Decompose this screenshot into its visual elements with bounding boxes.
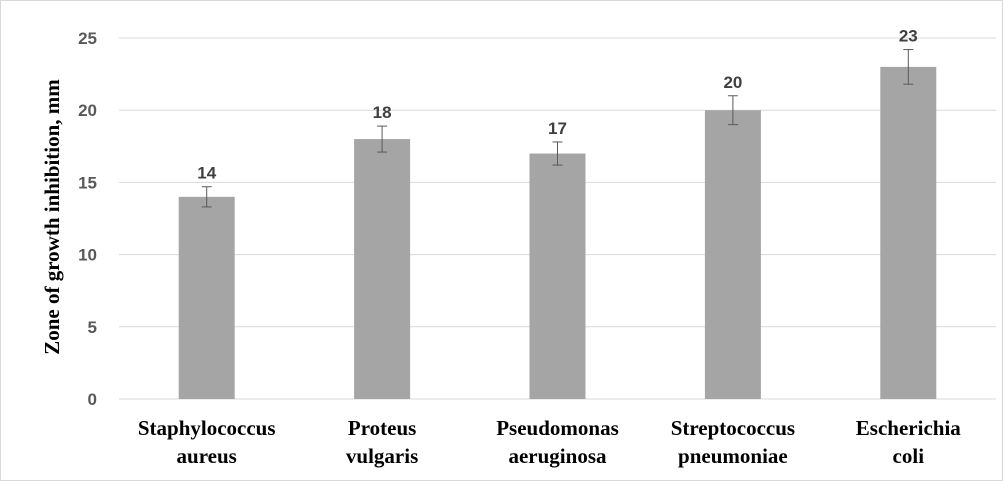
x-category-label: pneumoniae [678, 444, 788, 468]
y-tick-label: 0 [88, 390, 97, 409]
x-category-label: Escherichia [856, 416, 961, 440]
x-category-label: Proteus [348, 416, 416, 440]
bar [529, 153, 586, 399]
x-category-label: aureus [177, 444, 237, 468]
x-category-label: coli [893, 444, 925, 468]
x-category-label: Pseudomonas [496, 416, 619, 440]
error-bar [552, 141, 563, 166]
data-label: 23 [899, 27, 918, 46]
data-label: 17 [548, 119, 567, 138]
y-tick-label: 5 [88, 318, 97, 337]
y-tick-label: 15 [78, 173, 97, 192]
bar [354, 139, 411, 399]
data-label: 18 [373, 103, 392, 122]
bar [704, 110, 761, 399]
error-bar [727, 95, 738, 126]
y-tick-label: 20 [78, 101, 97, 120]
y-axis-title: Zone of growth inhibition, mm [40, 79, 64, 355]
y-tick-label: 25 [78, 29, 97, 48]
error-bar [903, 49, 914, 85]
error-bar [377, 125, 388, 153]
data-label: 14 [197, 164, 216, 183]
error-bar [201, 186, 212, 208]
bar [178, 196, 235, 399]
y-axis-ticks: 0 5 10 15 20 25 [78, 29, 97, 409]
data-labels: 14 18 17 20 23 [197, 27, 918, 183]
data-label: 20 [723, 73, 742, 92]
x-category-label: vulgaris [346, 444, 418, 468]
y-tick-label: 10 [78, 246, 97, 265]
bars [178, 66, 937, 399]
x-category-label: Streptococcus [671, 416, 795, 440]
bar [880, 66, 937, 399]
x-category-label: aeruginosa [508, 444, 607, 468]
x-axis-categories: Staphylococcus aureus Proteus vulgaris Pseud… [138, 416, 961, 468]
x-category-label: Staphylococcus [138, 416, 276, 440]
error-bars [201, 49, 914, 208]
